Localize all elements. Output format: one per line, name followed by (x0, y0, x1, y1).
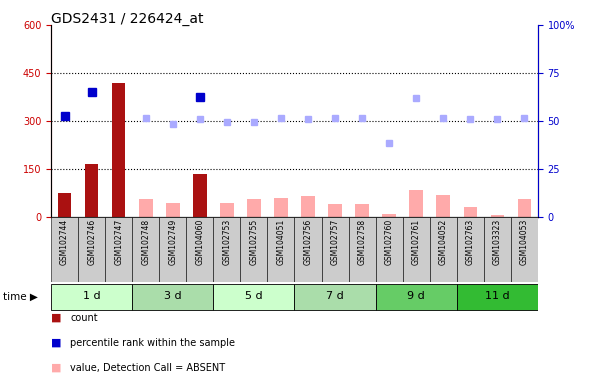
FancyBboxPatch shape (267, 217, 294, 282)
Bar (436, 195, 450, 217)
Text: GSM102763: GSM102763 (466, 219, 475, 265)
Text: GSM104052: GSM104052 (439, 219, 448, 265)
Bar (490, 215, 504, 217)
Text: GSM104060: GSM104060 (195, 219, 204, 265)
FancyBboxPatch shape (349, 217, 376, 282)
Bar (58, 193, 72, 217)
Bar (409, 190, 423, 217)
FancyBboxPatch shape (51, 217, 78, 282)
FancyBboxPatch shape (132, 284, 213, 310)
FancyBboxPatch shape (105, 217, 132, 282)
Bar (139, 199, 153, 217)
FancyBboxPatch shape (376, 217, 403, 282)
Text: ■: ■ (51, 313, 61, 323)
Text: GSM102758: GSM102758 (358, 219, 367, 265)
Text: value, Detection Call = ABSENT: value, Detection Call = ABSENT (70, 363, 225, 373)
FancyBboxPatch shape (213, 217, 240, 282)
Text: count: count (70, 313, 98, 323)
FancyBboxPatch shape (240, 217, 267, 282)
FancyBboxPatch shape (186, 217, 213, 282)
Bar (301, 196, 315, 217)
FancyBboxPatch shape (294, 217, 322, 282)
FancyBboxPatch shape (51, 284, 132, 310)
Bar (166, 203, 180, 217)
Text: GSM102746: GSM102746 (87, 219, 96, 265)
FancyBboxPatch shape (213, 284, 294, 310)
Bar (463, 207, 477, 217)
Text: 9 d: 9 d (407, 291, 425, 301)
Text: 5 d: 5 d (245, 291, 263, 301)
Text: ■: ■ (51, 363, 61, 373)
Text: GSM104053: GSM104053 (520, 219, 529, 265)
Text: percentile rank within the sample: percentile rank within the sample (70, 338, 236, 348)
FancyBboxPatch shape (457, 284, 538, 310)
FancyBboxPatch shape (159, 217, 186, 282)
Bar (85, 164, 99, 217)
FancyBboxPatch shape (511, 217, 538, 282)
Text: 7 d: 7 d (326, 291, 344, 301)
Text: GSM102760: GSM102760 (385, 219, 394, 265)
FancyBboxPatch shape (403, 217, 430, 282)
Bar (382, 214, 396, 217)
FancyBboxPatch shape (457, 217, 484, 282)
FancyBboxPatch shape (294, 284, 376, 310)
FancyBboxPatch shape (430, 217, 457, 282)
Bar (193, 174, 207, 217)
Text: time ▶: time ▶ (3, 291, 38, 302)
Text: GSM102748: GSM102748 (141, 219, 150, 265)
Text: 3 d: 3 d (164, 291, 182, 301)
Text: ■: ■ (51, 338, 61, 348)
Bar (220, 203, 234, 217)
Bar (355, 204, 369, 217)
Bar (517, 199, 531, 217)
Text: GSM102755: GSM102755 (249, 219, 258, 265)
Text: 1 d: 1 d (83, 291, 100, 301)
FancyBboxPatch shape (484, 217, 511, 282)
Text: GSM104051: GSM104051 (276, 219, 285, 265)
Text: GSM102749: GSM102749 (168, 219, 177, 265)
Bar (274, 198, 288, 217)
Text: GSM103323: GSM103323 (493, 219, 502, 265)
FancyBboxPatch shape (322, 217, 349, 282)
Text: GSM102761: GSM102761 (412, 219, 421, 265)
Text: GSM102744: GSM102744 (60, 219, 69, 265)
FancyBboxPatch shape (376, 284, 457, 310)
Bar (247, 199, 261, 217)
Bar (328, 204, 342, 217)
Text: GSM102747: GSM102747 (114, 219, 123, 265)
Text: 11 d: 11 d (485, 291, 510, 301)
Text: GSM102753: GSM102753 (222, 219, 231, 265)
Bar (112, 83, 126, 217)
FancyBboxPatch shape (78, 217, 105, 282)
Text: GDS2431 / 226424_at: GDS2431 / 226424_at (51, 12, 204, 25)
FancyBboxPatch shape (132, 217, 159, 282)
Text: GSM102757: GSM102757 (331, 219, 340, 265)
Text: GSM102756: GSM102756 (304, 219, 313, 265)
